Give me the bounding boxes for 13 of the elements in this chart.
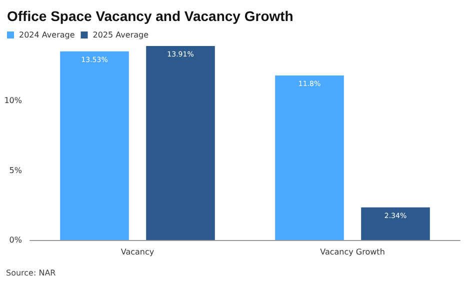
- bar: [146, 46, 215, 240]
- bar: [361, 207, 430, 240]
- y-tick-label: 5%: [9, 166, 22, 175]
- legend-label: 2025 Average: [92, 30, 149, 40]
- bar: [60, 51, 129, 240]
- y-tick-label: 10%: [4, 96, 22, 106]
- bar: [275, 75, 344, 240]
- source-note: Source: NAR: [6, 268, 56, 278]
- chart-title: Office Space Vacancy and Vacancy Growth: [7, 8, 294, 24]
- legend-label: 2024 Average: [19, 30, 75, 40]
- x-tick-label: Vacancy: [120, 248, 154, 256]
- x-tick-label: Vacancy Growth: [320, 248, 385, 256]
- y-tick-label: 0%: [9, 236, 22, 244]
